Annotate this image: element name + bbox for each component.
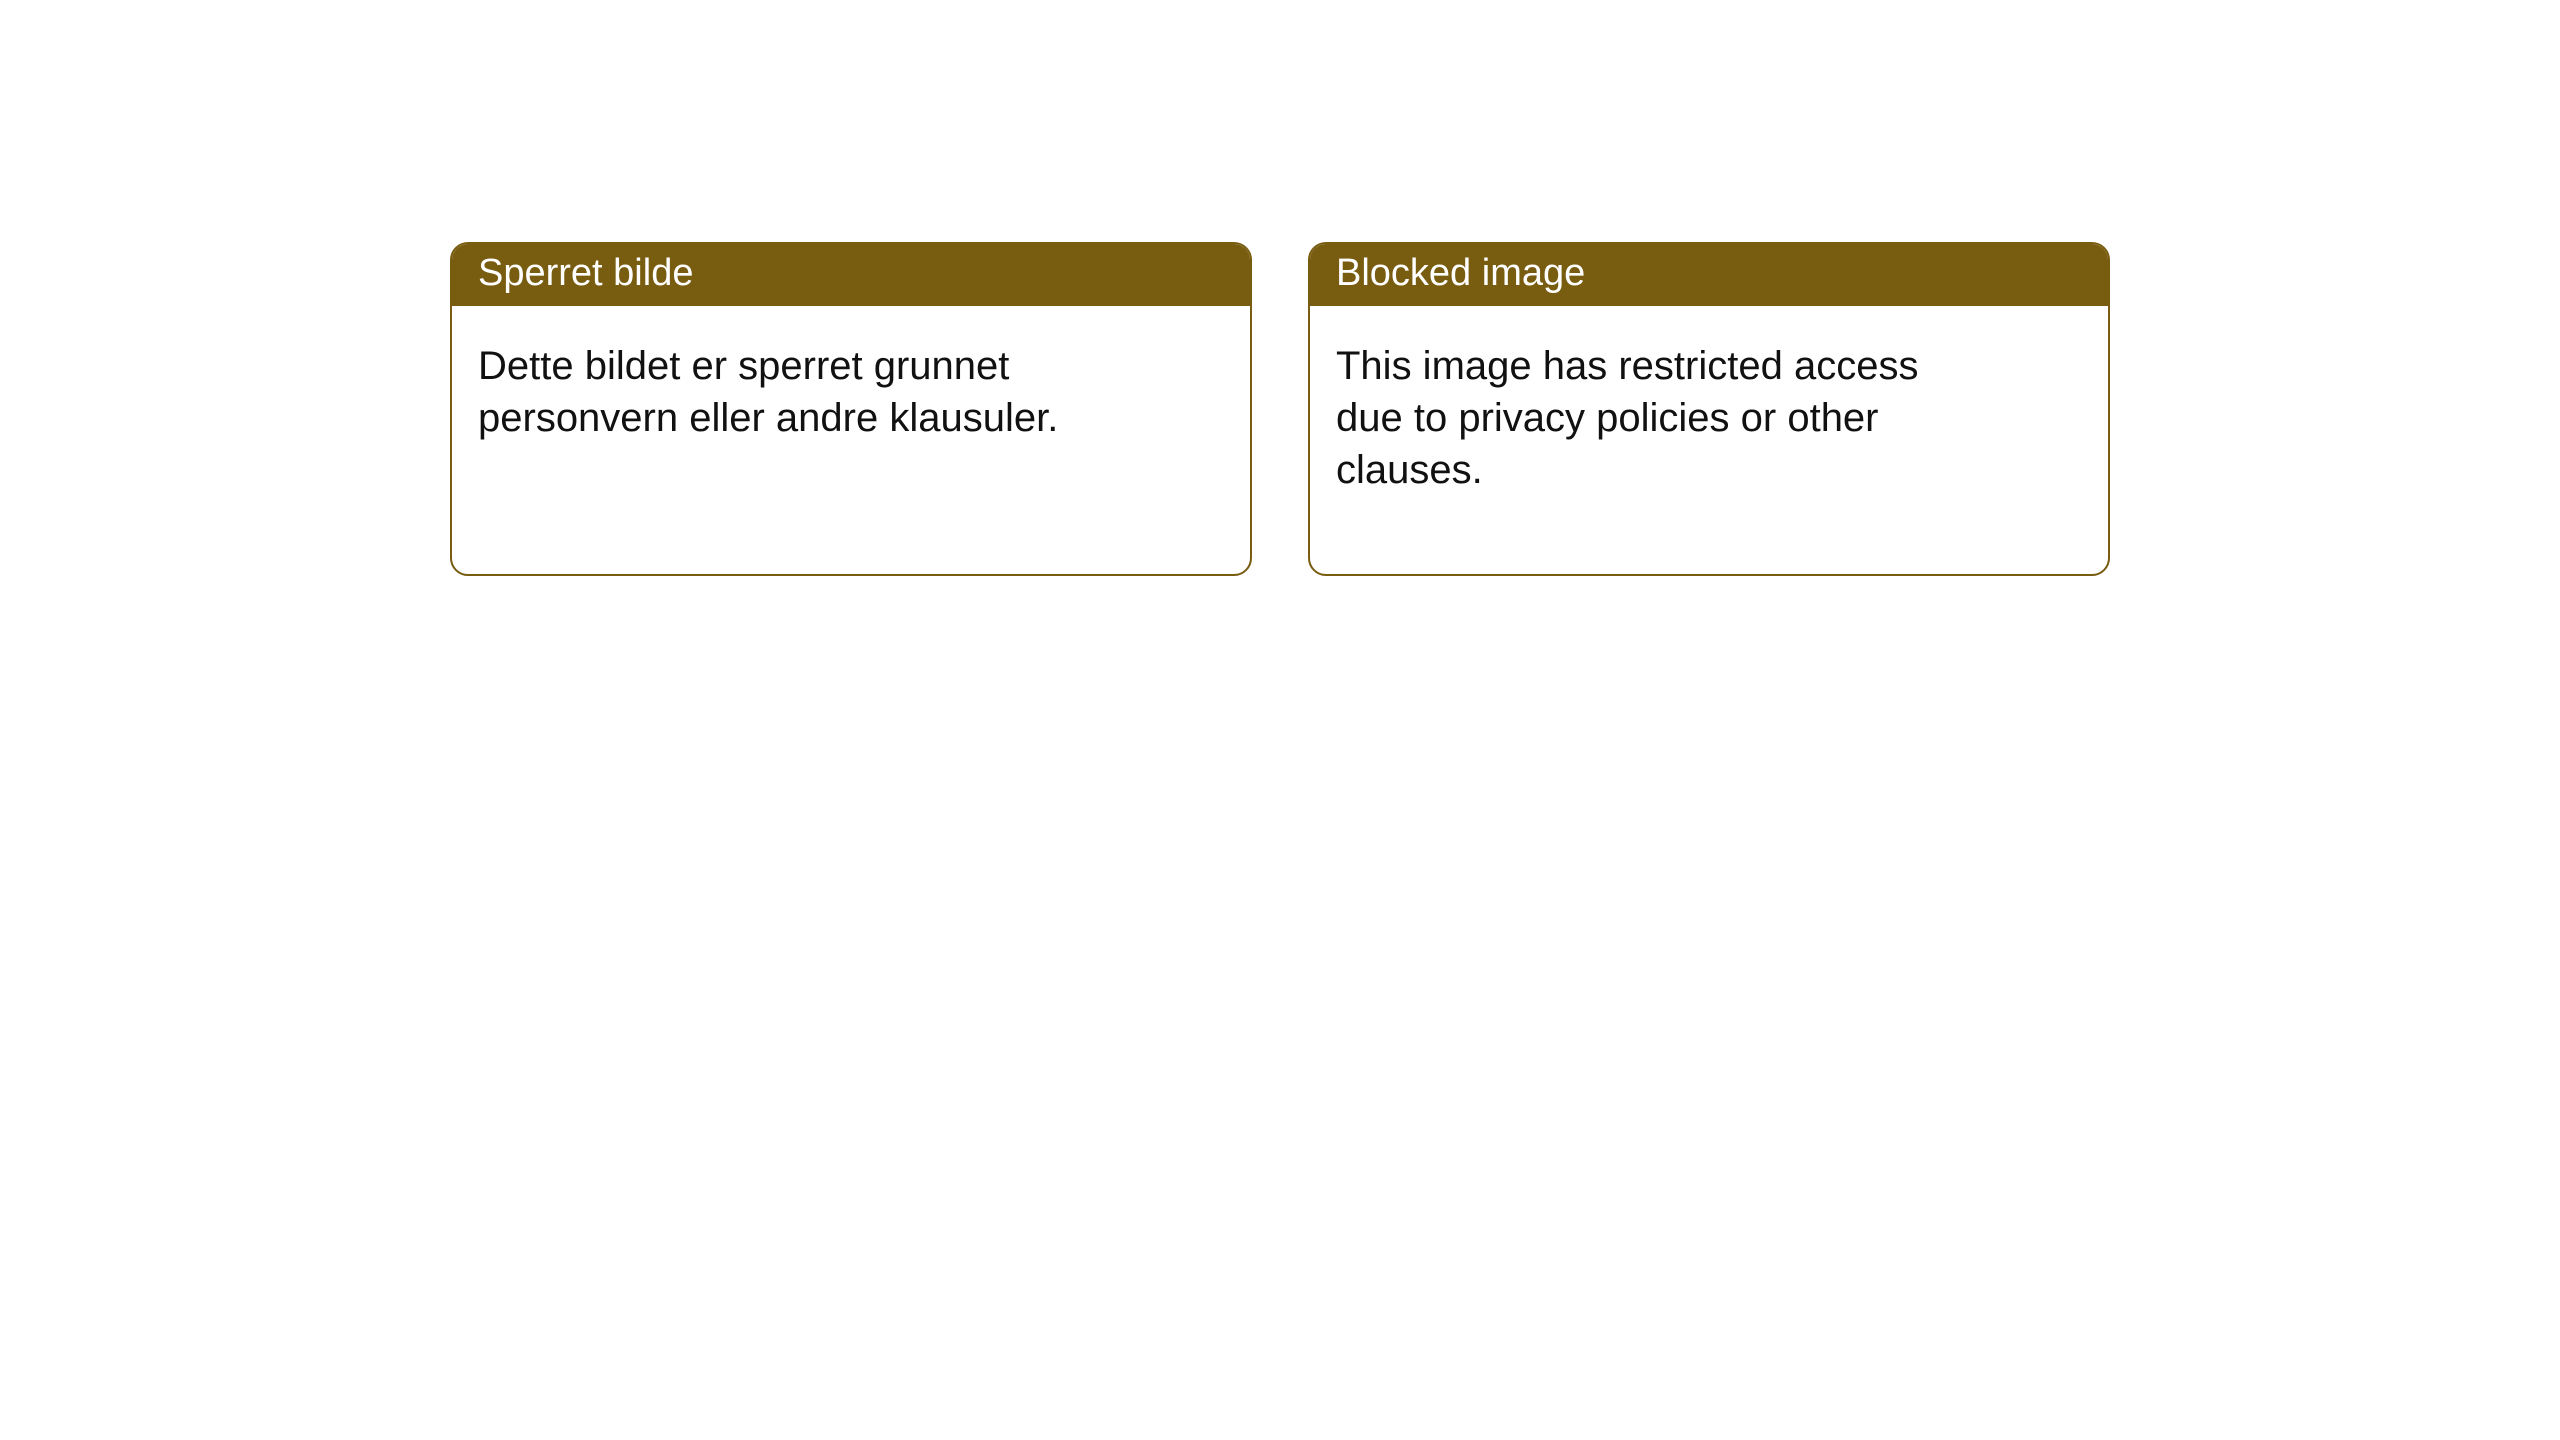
notice-card-en: Blocked image This image has restricted …: [1308, 242, 2110, 576]
notice-title-en: Blocked image: [1310, 244, 2108, 306]
notice-body-en: This image has restricted access due to …: [1310, 306, 2022, 516]
notice-body-no: Dette bildet er sperret grunnet personve…: [452, 306, 1164, 464]
notice-row: Sperret bilde Dette bildet er sperret gr…: [450, 242, 2110, 576]
notice-title-no: Sperret bilde: [452, 244, 1250, 306]
notice-card-no: Sperret bilde Dette bildet er sperret gr…: [450, 242, 1252, 576]
